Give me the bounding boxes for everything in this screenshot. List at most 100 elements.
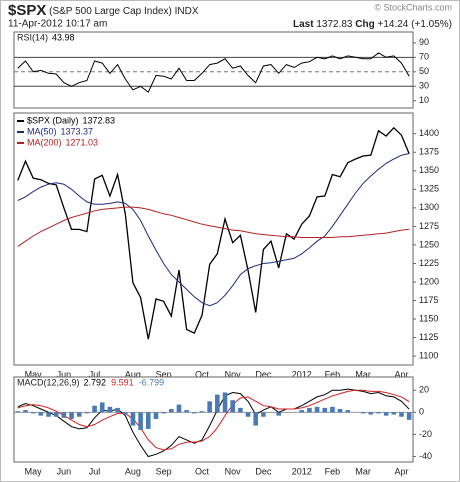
y-tick-label: 1200 (419, 276, 439, 286)
y-tick-label: 1375 (419, 147, 439, 157)
histogram-bar (92, 405, 97, 413)
legend-label: $SPX (Daily) (27, 115, 79, 125)
histogram-bar (115, 407, 120, 413)
x-tick-label: Oct (195, 466, 210, 476)
histogram-bar (46, 412, 51, 417)
x-tick-label: Feb (325, 466, 341, 476)
x-tick-label: May (25, 369, 43, 379)
histogram-bar (138, 412, 143, 430)
y-tick-label: 10 (419, 95, 429, 105)
histogram-bar (145, 412, 151, 429)
histogram-bar (391, 412, 397, 415)
x-tick-label: Dec (255, 369, 272, 379)
series-line (17, 153, 410, 307)
x-tick-label: Aug (125, 369, 141, 379)
histogram-bar (61, 412, 67, 418)
x-tick-label: Mar (355, 466, 371, 476)
quote: Last 1372.83 Chg +14.24 (+1.05%) (293, 19, 452, 30)
histogram-bar (215, 394, 220, 413)
legend-value: 1271.03 (66, 137, 99, 147)
histogram-bar (122, 412, 128, 415)
x-tick-label: 2012 (292, 369, 312, 379)
y-tick-label: 1325 (419, 184, 439, 194)
legend-value: -6.799 (139, 377, 165, 387)
x-tick-label: Jul (89, 369, 101, 379)
panel (13, 112, 414, 366)
histogram-bar (230, 400, 235, 413)
histogram-bar (222, 392, 228, 413)
x-tick-label: Jul (89, 466, 101, 476)
histogram-bar (153, 412, 159, 419)
x-tick-label: Feb (325, 369, 341, 379)
series-line (17, 389, 410, 451)
histogram-bar (168, 409, 174, 413)
histogram-bar (337, 409, 343, 413)
legend-value: 1373.37 (61, 126, 94, 136)
histogram-bar (253, 412, 259, 426)
histogram-bar (199, 411, 205, 413)
header-title: $SPX (S&P 500 Large Cap Index) INDX (8, 2, 199, 19)
series-line (17, 388, 410, 458)
histogram-bar (238, 407, 243, 413)
x-tick-label: Apr (394, 369, 408, 379)
histogram-bar (53, 412, 59, 417)
histogram-bar (376, 412, 381, 414)
histogram-bar (192, 412, 197, 414)
y-tick-label: 90 (419, 37, 429, 47)
exchange: INDX (175, 6, 199, 17)
series-line (17, 52, 410, 93)
histogram-bar (330, 406, 335, 413)
legend-label: MA(200) (27, 137, 62, 147)
histogram-bar (38, 412, 44, 416)
histogram-bar (84, 412, 90, 414)
histogram-bar (322, 407, 328, 413)
histogram-bar (15, 411, 21, 413)
y-tick-label: 1275 (419, 221, 439, 231)
histogram-bar (245, 412, 251, 417)
histogram-bar (399, 412, 404, 417)
histogram-bar (299, 410, 305, 413)
x-tick-label: May (25, 466, 43, 476)
histogram-bar (161, 412, 166, 414)
y-tick-label: 50 (419, 66, 429, 76)
panel (13, 376, 414, 463)
histogram-bar (368, 412, 374, 415)
legend-label: MA(50) (27, 126, 57, 136)
chg-label: Chg (355, 19, 374, 30)
y-tick-label: -40 (419, 451, 432, 461)
histogram-bar (69, 412, 74, 419)
x-tick-label: Jun (57, 369, 72, 379)
histogram-bar (184, 410, 189, 413)
x-tick-label: Oct (195, 369, 210, 379)
y-tick-label: 1150 (419, 313, 438, 323)
histogram-bar (261, 412, 266, 417)
legend-label: MACD(12,26,9) (17, 377, 80, 387)
legend-label: RSI(14) (17, 32, 48, 42)
x-tick-label: Apr (394, 466, 408, 476)
date: 11-Apr-2012 10:17 am (8, 19, 107, 30)
histogram-bar (383, 412, 389, 416)
last-value: 1372.83 (316, 19, 353, 30)
y-tick-label: 30 (419, 81, 429, 91)
symbol: $SPX (8, 2, 46, 19)
y-tick-label: 1400 (419, 128, 439, 138)
y-tick-label: 1350 (419, 165, 439, 175)
histogram-bar (314, 406, 320, 413)
histogram-bar (176, 404, 182, 413)
y-tick-label: 1125 (419, 332, 438, 342)
histogram-bar (107, 406, 113, 413)
legend-value: 43.98 (52, 32, 75, 42)
histogram-bar (76, 412, 82, 417)
histogram-bar (99, 402, 105, 413)
legend-value: 9.591 (111, 377, 134, 387)
x-tick-label: Jun (57, 466, 72, 476)
chg-value: +14.24 (+1.05%) (378, 19, 453, 30)
y-tick-label: 1175 (419, 295, 438, 305)
last-label: Last (293, 19, 314, 30)
histogram-bar (360, 412, 366, 414)
histogram-bar (207, 401, 212, 413)
legend-value: 2.792 (84, 377, 107, 387)
brand: © StockCharts.com (374, 2, 452, 12)
y-tick-label: 0 (419, 407, 424, 417)
